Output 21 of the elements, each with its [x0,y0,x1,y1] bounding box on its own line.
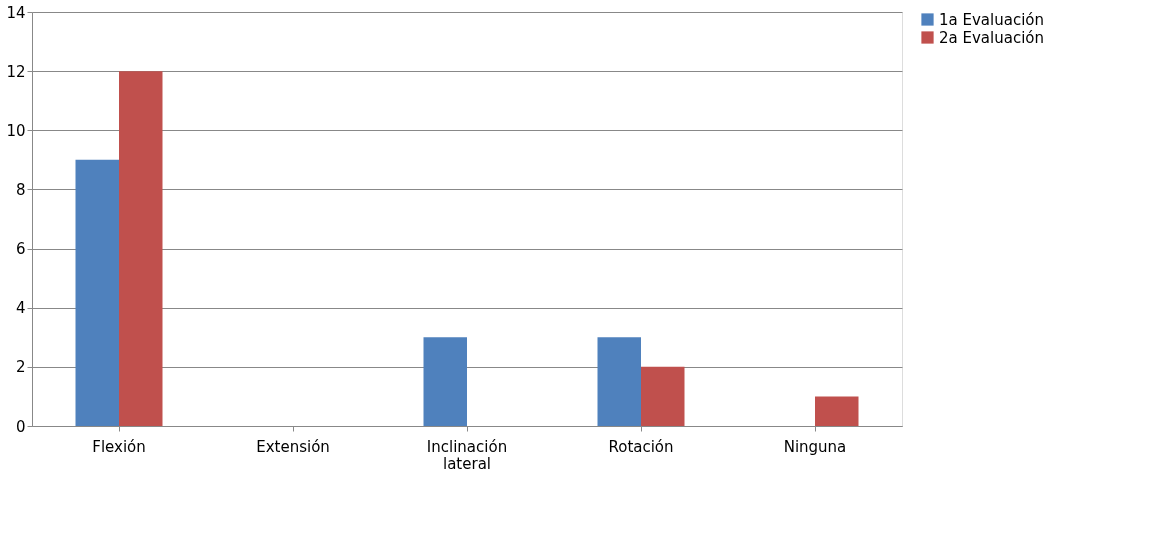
bar [75,159,119,426]
y-tick-label: 14 [6,3,26,22]
bar [815,396,859,426]
bar [119,71,163,426]
legend-label: 1a Evaluación [939,10,1045,29]
x-tick-label: Inclinación lateral [426,437,508,473]
y-tick-label: 2 [15,358,26,377]
x-tick-label: Rotación [608,437,674,456]
y-tick-label: 6 [15,240,26,259]
y-tick-label: 0 [15,417,26,436]
bar [641,366,685,426]
x-tick-label: Flexión [92,437,146,456]
bar [423,337,467,426]
legend-label: 2a Evaluación [939,28,1045,47]
x-tick-label: Extensión [256,437,330,456]
x-tick-label: Ninguna [783,437,847,456]
y-tick-label: 4 [15,299,26,318]
y-tick-label: 8 [15,180,26,199]
y-tick-label: 10 [6,121,26,140]
bar [597,337,641,426]
y-tick-label: 12 [6,62,26,81]
